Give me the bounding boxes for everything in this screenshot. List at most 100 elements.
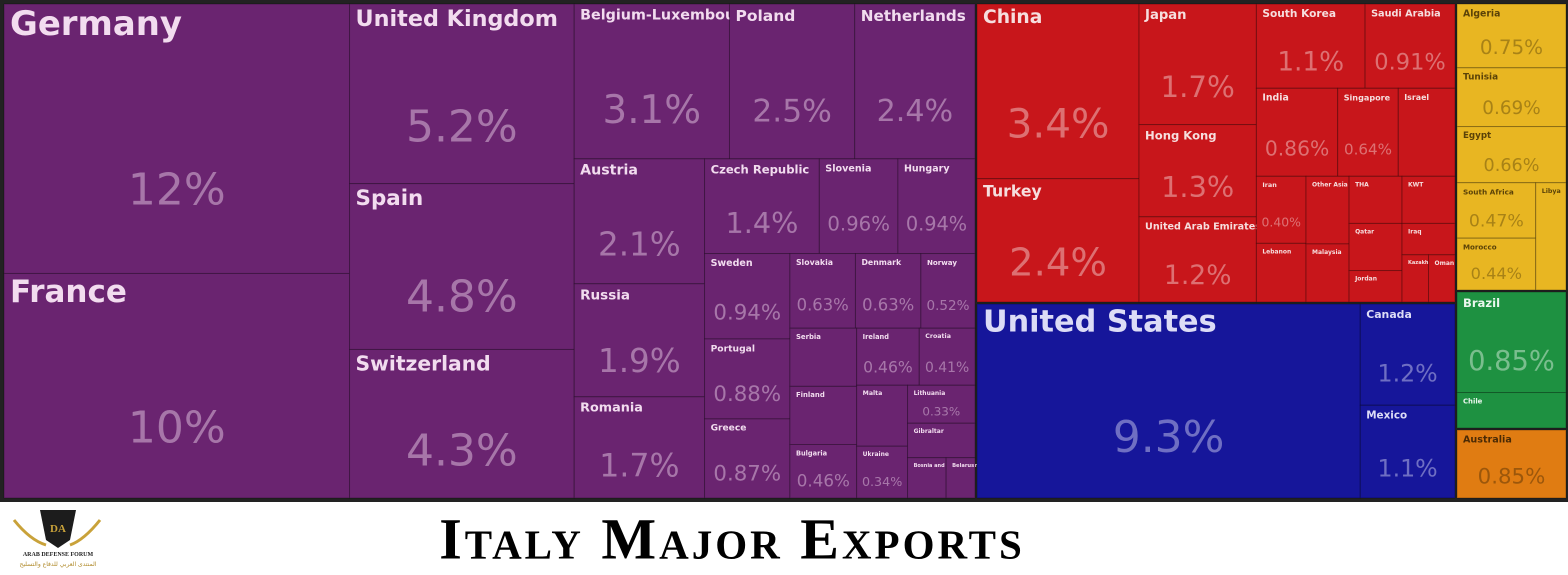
- tile-value: 3.4%: [1007, 99, 1110, 147]
- tile: [1138, 124, 1257, 218]
- tile-value: 1.1%: [1277, 47, 1344, 77]
- tile-label: Belarus: [952, 463, 974, 469]
- tile-value: 0.91%: [1374, 49, 1445, 75]
- tile: [897, 158, 976, 255]
- tile-label: Iran: [1262, 181, 1277, 189]
- tile-label: Ireland: [863, 333, 890, 341]
- tile-value: 0.34%: [862, 474, 902, 489]
- tile-label: Netherlands: [861, 7, 966, 25]
- tile-label: Bulgaria: [796, 449, 827, 457]
- tile-label: Japan: [1144, 8, 1187, 23]
- tile-label: Libya: [1542, 188, 1561, 195]
- logo-shield: [40, 510, 76, 548]
- tile: [854, 3, 976, 160]
- tile-label: Qatar: [1355, 228, 1374, 235]
- tile-value: 2.1%: [598, 225, 681, 263]
- tile: [1401, 175, 1456, 224]
- tile-label: Chile: [1463, 397, 1483, 405]
- logo-wings: [12, 519, 102, 547]
- tile-label: India: [1262, 93, 1288, 104]
- tile: [907, 457, 947, 499]
- tile: [789, 327, 858, 387]
- tile-label: Iraq: [1408, 228, 1422, 235]
- tile-value: 0.94%: [906, 213, 967, 236]
- tile-value: 1.7%: [1160, 70, 1234, 104]
- tile-value: 0.52%: [927, 298, 970, 314]
- tile-value: 0.69%: [1482, 98, 1540, 119]
- tile: [1364, 3, 1456, 89]
- logo-name: ARAB DEFENSE FORUM: [23, 552, 94, 558]
- tile: [856, 384, 909, 447]
- chart-title: Italy Major Exports: [439, 506, 1025, 571]
- tile-label: Lebanon: [1262, 248, 1291, 255]
- tile-label: Hungary: [904, 163, 950, 174]
- tile-value: 0.94%: [713, 300, 781, 325]
- tile: [1359, 404, 1456, 499]
- tile-value: 0.86%: [1265, 136, 1329, 160]
- tile-label: Morocco: [1463, 243, 1497, 252]
- tile-value: 0.96%: [827, 213, 890, 236]
- logo: DA ARAB DEFENSE FORUM المنتدى العربي للد…: [12, 510, 102, 568]
- tile: [1305, 175, 1350, 245]
- tile: [789, 443, 858, 499]
- tile-label: Ukraine: [863, 451, 889, 458]
- tile: [704, 418, 791, 499]
- tile: [920, 253, 976, 329]
- tile: [976, 303, 1361, 499]
- tile: [3, 272, 351, 499]
- tile-value: 4.8%: [406, 272, 518, 323]
- tile-value: 2.5%: [752, 93, 832, 129]
- tile: [1428, 254, 1456, 303]
- tile-value: 1.1%: [1378, 455, 1438, 483]
- tile-label: Denmark: [861, 258, 902, 267]
- tile: [1456, 126, 1567, 184]
- tile: [1456, 429, 1567, 499]
- tile: [1456, 237, 1537, 291]
- tile: [573, 3, 730, 160]
- tile-value: 2.4%: [1009, 241, 1107, 286]
- tile: [573, 158, 706, 285]
- tile: [856, 327, 920, 386]
- tile: [573, 283, 706, 398]
- tile: [1255, 175, 1307, 244]
- tile: [349, 3, 575, 185]
- tile-label: Slovenia: [825, 163, 871, 174]
- tile-label: Tunisia: [1463, 72, 1498, 82]
- tile: [789, 253, 856, 329]
- tile-label: Russia: [580, 287, 630, 303]
- tile: [728, 3, 856, 160]
- tile: [1456, 392, 1567, 429]
- tile-label: Israel: [1404, 93, 1429, 102]
- tile-label: Singapore: [1344, 93, 1391, 103]
- tile-value: 0.63%: [862, 295, 914, 314]
- tile-value: 1.4%: [725, 206, 798, 240]
- tile-label: Austria: [580, 162, 638, 178]
- tile-label: Norway: [927, 258, 957, 267]
- tile-label: Australia: [1463, 434, 1512, 445]
- tile-label: South Korea: [1262, 8, 1336, 20]
- tile-label: United Arab Emirates: [1145, 221, 1261, 232]
- tile: [1401, 222, 1456, 256]
- tile-label: Czech Republic: [711, 163, 810, 177]
- tile-label: Portugal: [711, 343, 755, 354]
- tile-value: 0.85%: [1468, 346, 1555, 377]
- tile: [349, 348, 575, 499]
- tile: [704, 158, 820, 255]
- tile: [976, 3, 1140, 180]
- tile: [856, 445, 909, 499]
- tile-value: 0.46%: [797, 470, 850, 490]
- tile-label: Algeria: [1463, 8, 1500, 19]
- tile-label: France: [10, 274, 127, 310]
- logo-subtitle: المنتدى العربي للدفاع والتسليح: [20, 561, 97, 568]
- tile: [789, 385, 858, 445]
- tile: [945, 457, 976, 499]
- tile: [3, 3, 351, 274]
- tile-label: Poland: [735, 7, 795, 25]
- tile: [1348, 222, 1403, 272]
- tile-value: 0.41%: [925, 360, 969, 376]
- tile: [704, 338, 791, 420]
- tile-label: Croatia: [925, 333, 951, 340]
- tile-label: Egypt: [1463, 131, 1491, 141]
- tile-value: 4.3%: [406, 425, 518, 476]
- tile-label: Spain: [356, 186, 424, 211]
